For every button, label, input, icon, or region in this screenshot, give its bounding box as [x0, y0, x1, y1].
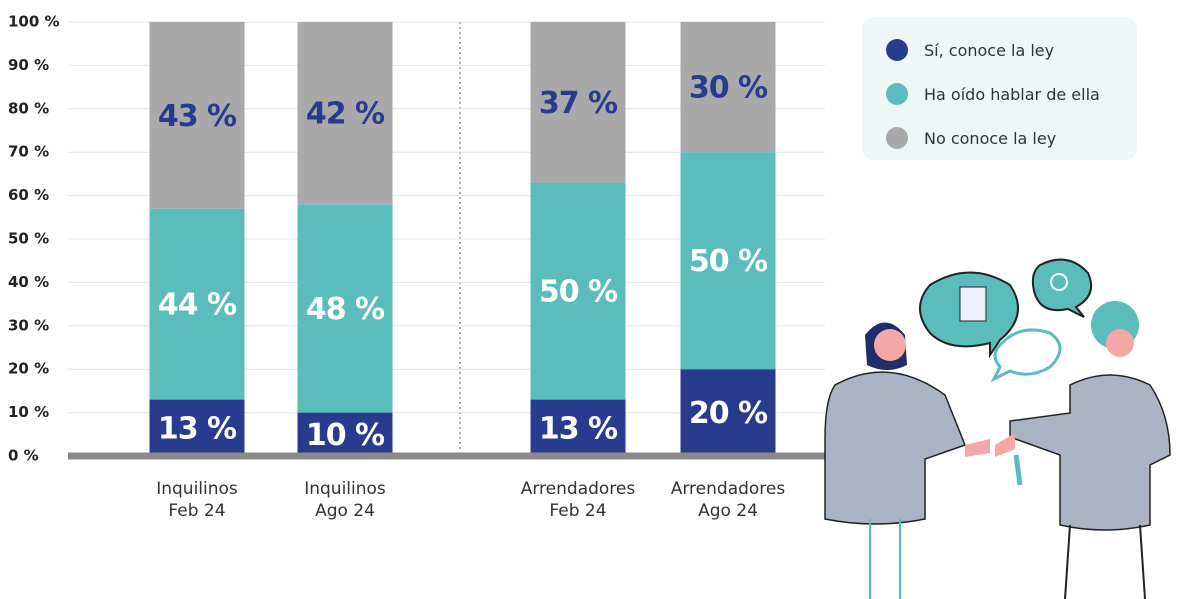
- y-tick-label: 10 %: [8, 403, 49, 421]
- bar-segment: [530, 399, 626, 456]
- legend-swatch: [886, 39, 908, 61]
- legend-label: Ha oído hablar de ella: [924, 84, 1100, 104]
- x-tick-label: Inquilinos Ago 24: [304, 479, 386, 521]
- data-label: 48 %: [306, 292, 385, 327]
- legend-label: No conoce la ley: [924, 128, 1057, 148]
- data-label: 37 %: [539, 86, 618, 121]
- data-label: 50 %: [689, 244, 768, 279]
- bar-segment: [530, 22, 626, 183]
- y-tick-label: 50 %: [8, 230, 49, 248]
- y-tick-label: 0 %: [8, 447, 39, 465]
- x-tick-label: Inquilinos Feb 24: [156, 479, 238, 521]
- legend-item: No conoce la ley: [886, 126, 1056, 150]
- data-label: 13 %: [158, 411, 237, 446]
- data-label: 30 %: [689, 71, 768, 106]
- x-tick-label: Arrendadores Feb 24: [520, 479, 636, 521]
- bar-segment: [680, 369, 776, 456]
- data-label: 50 %: [539, 275, 618, 310]
- person-left: [824, 322, 990, 599]
- y-tick-label: 80 %: [8, 99, 49, 117]
- y-tick-label: 60 %: [8, 186, 49, 204]
- legend-label: Sí, conoce la ley: [924, 40, 1055, 60]
- person-right: [995, 301, 1171, 599]
- speech-bubbles: [919, 258, 1092, 383]
- y-tick-label: 100 %: [8, 13, 60, 31]
- bar-segment: [149, 208, 245, 400]
- illustration: [824, 258, 1171, 599]
- data-label: 42 %: [306, 97, 385, 132]
- bar-segment: [149, 22, 245, 209]
- data-label: 13 %: [539, 411, 618, 446]
- bar-segment: [680, 22, 776, 153]
- legend: Sí, conoce la ley Ha oído hablar de ella N…: [862, 17, 1137, 160]
- legend-swatch: [886, 127, 908, 149]
- y-tick-label: 70 %: [8, 143, 49, 161]
- bar-segment: [149, 399, 245, 456]
- x-tick-label: Arrendadores Ago 24: [670, 479, 786, 521]
- y-tick-label: 30 %: [8, 316, 49, 334]
- y-tick-label: 40 %: [8, 273, 49, 291]
- legend-item: Sí, conoce la ley: [886, 38, 1054, 62]
- bar-segment: [680, 152, 776, 370]
- y-tick-label: 20 %: [8, 360, 49, 378]
- data-label: 44 %: [158, 288, 237, 323]
- bar-segment: [530, 182, 626, 400]
- bar-segment: [297, 412, 393, 456]
- data-label: 20 %: [689, 396, 768, 431]
- data-label: 10 %: [306, 418, 385, 453]
- chart: 0 % 10 % 20 % 30 % 40 % 50 % 60 % 70 % 80 % 90 % 1…: [8, 13, 825, 465]
- bar-segment: [297, 204, 393, 413]
- legend-item: Ha oído hablar de ella: [886, 82, 1100, 106]
- legend-swatch: [886, 83, 908, 105]
- bar-segment: [297, 22, 393, 205]
- y-tick-label: 90 %: [8, 56, 49, 74]
- data-label: 43 %: [158, 99, 237, 134]
